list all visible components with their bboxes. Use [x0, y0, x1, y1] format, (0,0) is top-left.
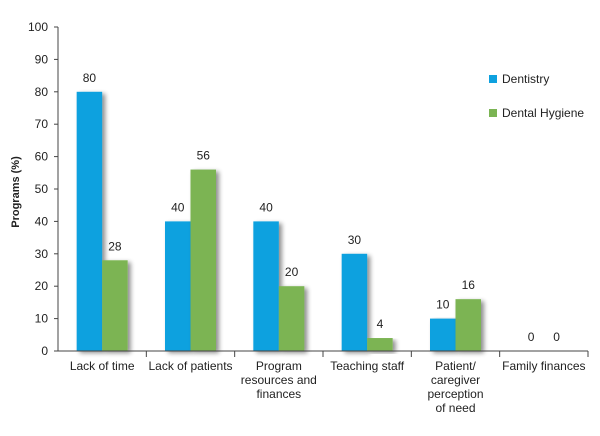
- data-label: 0: [553, 330, 560, 344]
- y-axis-label: Programs (%): [10, 156, 22, 228]
- legend-label-dentistry: Dentistry: [502, 72, 549, 86]
- x-axis-categories: Lack of time Lack of patients Program resou…: [70, 351, 589, 415]
- y-tick-label: 10: [35, 312, 49, 326]
- bar: [455, 299, 481, 351]
- bar: [430, 318, 456, 351]
- x-category-label: Family finances: [502, 359, 585, 373]
- y-tick-label: 50: [35, 182, 49, 196]
- y-tick-label: 40: [35, 214, 49, 228]
- bar: [253, 221, 279, 351]
- data-label: 30: [348, 233, 362, 247]
- bar: [165, 221, 191, 351]
- bar: [278, 286, 305, 351]
- bar: [341, 253, 368, 351]
- data-label: 4: [377, 317, 384, 331]
- y-tick-label: 100: [28, 20, 48, 34]
- y-axis-ticks: 0 10 20 30 40 50 60 70 80 90 100: [28, 20, 58, 358]
- y-tick-label: 80: [35, 85, 49, 99]
- legend: Dentistry Dental Hygiene: [489, 72, 584, 120]
- bar: [367, 338, 393, 351]
- y-tick-label: 90: [35, 52, 49, 66]
- legend-label-dental-hygiene: Dental Hygiene: [502, 106, 584, 120]
- y-tick-label: 20: [35, 279, 49, 293]
- y-tick-label: 60: [35, 150, 49, 164]
- bar: [102, 260, 128, 351]
- data-label: 10: [436, 298, 450, 312]
- bars: [76, 91, 481, 352]
- data-labels: 80 28 40 56 40 20 30 4 10 16 0 0: [83, 71, 561, 344]
- x-category-label: Lack of patients: [148, 359, 232, 373]
- x-category-label: Teaching staff: [330, 359, 404, 373]
- bar: [190, 169, 216, 351]
- x-category-label: Patient/caregiver perception of need: [427, 359, 483, 415]
- data-label: 16: [462, 278, 476, 292]
- data-label: 40: [171, 200, 185, 214]
- data-label: 80: [83, 71, 97, 85]
- x-category-label: Program resources and finances: [241, 359, 317, 401]
- data-label: 0: [528, 330, 535, 344]
- y-tick-label: 30: [35, 247, 49, 261]
- bar: [76, 91, 103, 352]
- data-label: 28: [108, 239, 122, 253]
- data-label: 56: [197, 149, 211, 163]
- legend-swatch-dentistry: [489, 75, 497, 83]
- y-tick-label: 0: [41, 344, 48, 358]
- legend-swatch-dental-hygiene: [489, 109, 497, 117]
- x-category-label: Lack of time: [70, 359, 135, 373]
- data-label: 20: [285, 265, 299, 279]
- data-label: 40: [259, 200, 273, 214]
- y-tick-label: 70: [35, 117, 49, 131]
